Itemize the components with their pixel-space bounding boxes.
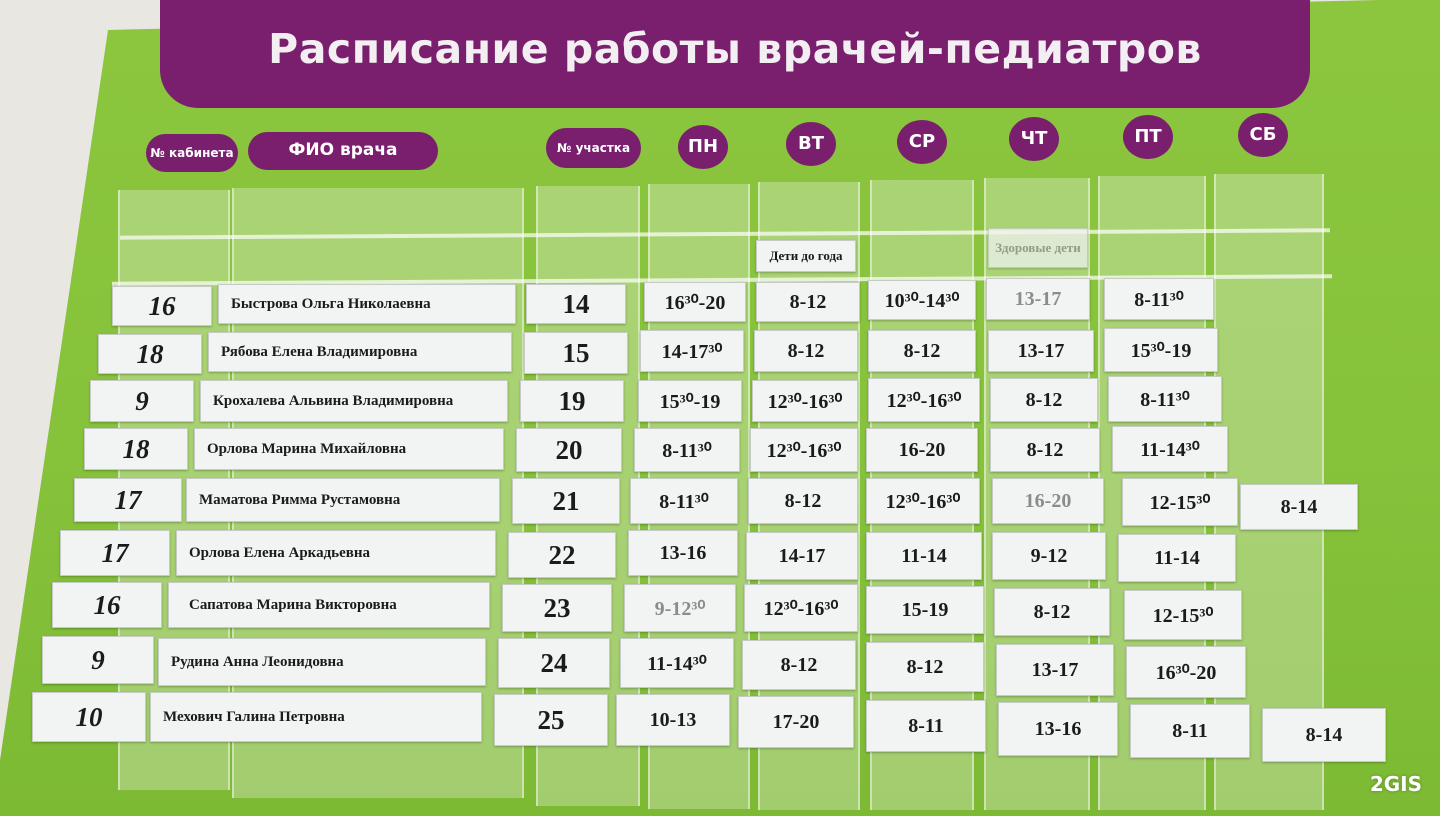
schedule-cell-mon: 13-16 [628, 530, 738, 576]
cabinet-cell: 17 [60, 530, 170, 576]
schedule-cell-fri: 11-14³⁰ [1112, 426, 1228, 472]
schedule-cell-mon: 8-11³⁰ [630, 478, 738, 524]
doctor-name-cell: Орлова Елена Аркадьевна [176, 530, 496, 576]
header-day-tue: ВТ [786, 122, 836, 166]
schedule-cell-wed: 16-20 [866, 428, 978, 472]
schedule-cell-fri: 12-15³⁰ [1124, 590, 1242, 640]
uchastok-cell: 15 [524, 332, 628, 374]
schedule-cell-fri: 8-11³⁰ [1104, 278, 1214, 320]
schedule-cell-thu: 13-17 [986, 278, 1090, 320]
schedule-cell-wed: 8-12 [866, 642, 984, 692]
cabinet-cell: 17 [74, 478, 182, 522]
schedule-cell-tue: 12³⁰-16³⁰ [752, 380, 858, 422]
schedule-cell-wed: 12³⁰-16³⁰ [868, 378, 980, 422]
doctor-name-cell: Маматова Римма Рустамовна [186, 478, 500, 522]
schedule-cell-mon: 11-14³⁰ [620, 638, 734, 688]
uchastok-cell: 22 [508, 532, 616, 578]
header-day-sat: СБ [1238, 113, 1288, 157]
schedule-cell-wed: 8-11 [866, 700, 986, 752]
doctor-name-cell: Рябова Елена Владимировна [208, 332, 512, 372]
schedule-cell-tue: 8-12 [748, 478, 858, 524]
schedule-cell-mon: 10-13 [616, 694, 730, 746]
schedule-cell-thu: 16-20 [992, 478, 1104, 524]
schedule-cell-tue: 8-12 [742, 640, 856, 690]
schedule-cell-fri: 11-14 [1118, 534, 1236, 582]
header-day-fri: ПТ [1123, 115, 1173, 159]
schedule-cell-thu: 13-16 [998, 702, 1118, 756]
schedule-cell-tue: 12³⁰-16³⁰ [750, 428, 858, 472]
header-uchastok: № участка [546, 128, 641, 168]
schedule-cell-mon: 15³⁰-19 [638, 380, 742, 422]
header-day-thu: ЧТ [1009, 117, 1059, 161]
uchastok-cell: 19 [520, 380, 624, 422]
doctor-name-cell: Быстрова Ольга Николаевна [218, 284, 516, 324]
cabinet-cell: 9 [42, 636, 154, 684]
uchastok-cell: 14 [526, 284, 626, 324]
uchastok-cell: 23 [502, 584, 612, 632]
schedule-cell-fri: 8-11 [1130, 704, 1250, 758]
schedule-cell-mon: 16³⁰-20 [644, 282, 746, 322]
schedule-cell-tue: 14-17 [746, 532, 858, 580]
schedule-cell-sat: 8-14 [1262, 708, 1386, 762]
schedule-cell-thu: 8-12 [994, 588, 1110, 636]
schedule-cell-sat: 8-14 [1240, 484, 1358, 530]
watermark-2gis: 2GIS [1369, 772, 1422, 796]
schedule-cell-tue: 8-12 [754, 330, 858, 372]
cabinet-cell: 16 [112, 286, 212, 326]
cabinet-cell: 9 [90, 380, 194, 422]
doctor-name-cell: Орлова Марина Михайловна [194, 428, 504, 470]
schedule-cell-wed: 11-14 [866, 532, 982, 580]
schedule-cell-wed: 15-19 [866, 586, 984, 634]
schedule-cell-thu: 8-12 [990, 428, 1100, 472]
schedule-cell-mon: 8-11³⁰ [634, 428, 740, 472]
schedule-cell-tue: 8-12 [756, 282, 860, 322]
header-day-wed: СР [897, 120, 947, 164]
cabinet-cell: 18 [98, 334, 202, 374]
schedule-cell-fri: 12-15³⁰ [1122, 478, 1238, 526]
schedule-cell-thu: 13-17 [996, 644, 1114, 696]
schedule-cell-thu: 13-17 [988, 330, 1094, 372]
doctor-name-cell: Крохалева Альвина Владимировна [200, 380, 508, 422]
header-day-mon: ПН [678, 125, 728, 169]
title-banner: Расписание работы врачей-педиатров [160, 0, 1310, 108]
doctor-name-cell: Мехович Галина Петровна [150, 692, 482, 742]
doctor-name-cell: Сапатова Марина Викторовна [168, 582, 490, 628]
cabinet-cell: 10 [32, 692, 146, 742]
uchastok-cell: 25 [494, 694, 608, 746]
header-doctor: ФИО врача [248, 132, 438, 170]
schedule-cell-tue: 12³⁰-16³⁰ [744, 584, 858, 632]
schedule-cell-tue: 17-20 [738, 696, 854, 748]
schedule-cell-wed: 10³⁰-14³⁰ [868, 280, 976, 320]
schedule-cell-fri: 8-11³⁰ [1108, 376, 1222, 422]
note-tuesday: Дети до года [756, 240, 856, 272]
schedule-cell-mon: 14-17³⁰ [640, 330, 744, 372]
schedule-cell-fri: 15³⁰-19 [1104, 328, 1218, 372]
page-title: Расписание работы врачей-педиатров [268, 25, 1202, 73]
cabinet-cell: 18 [84, 428, 188, 470]
schedule-cell-thu: 9-12 [992, 532, 1106, 580]
schedule-cell-wed: 12³⁰-16³⁰ [866, 478, 980, 524]
schedule-cell-wed: 8-12 [868, 330, 976, 372]
doctor-name-cell: Рудина Анна Леонидовна [158, 638, 486, 686]
schedule-cell-mon: 9-12³⁰ [624, 584, 736, 632]
uchastok-cell: 21 [512, 478, 620, 524]
header-cabinet: № кабинета [146, 134, 238, 172]
schedule-cell-thu: 8-12 [990, 378, 1098, 422]
uchastok-cell: 20 [516, 428, 622, 472]
schedule-cell-fri: 16³⁰-20 [1126, 646, 1246, 698]
uchastok-cell: 24 [498, 638, 610, 688]
cabinet-cell: 16 [52, 582, 162, 628]
note-thursday: Здоровые дети [988, 228, 1088, 268]
